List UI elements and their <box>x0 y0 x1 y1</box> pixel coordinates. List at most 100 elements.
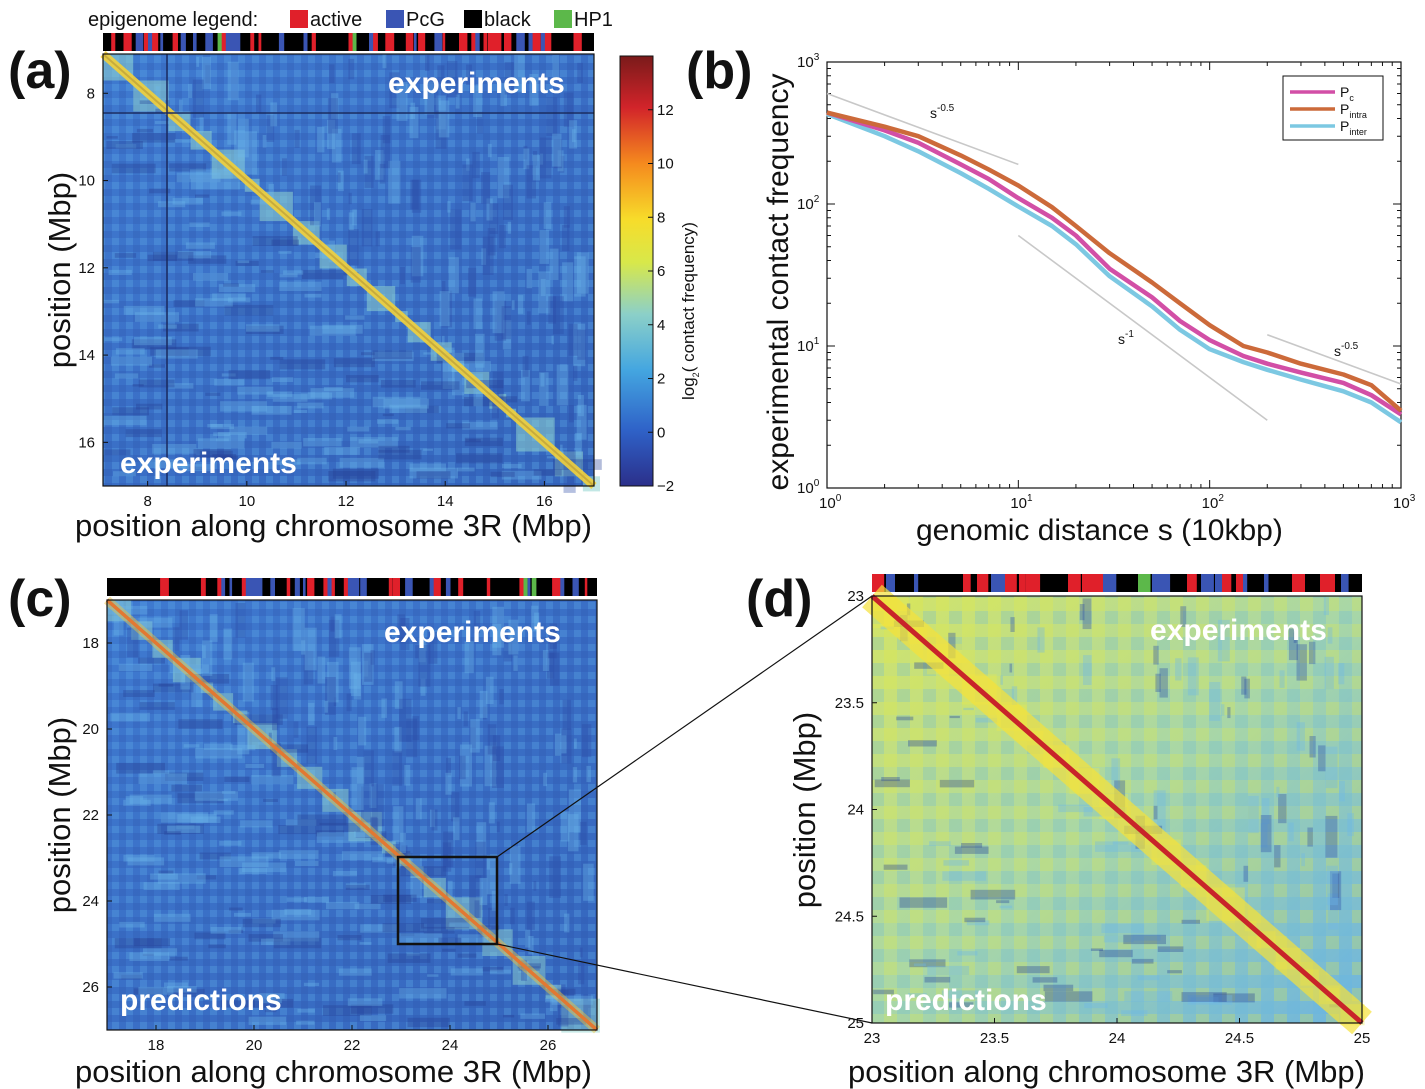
panel-c-heatmap: experiments predictions <box>104 596 600 1034</box>
panel-a-epigenome-strip <box>103 33 594 51</box>
x-tick-label: 10 <box>238 493 255 510</box>
colorbar-tick-label: 4 <box>657 317 665 334</box>
x-tick-label: 16 <box>536 493 553 510</box>
panel-d-strip-segment <box>1292 574 1305 592</box>
panel-d-strip-segment <box>1222 574 1232 592</box>
panel-a-label: (a) <box>8 42 72 100</box>
panel-a-strip-segment <box>544 33 552 51</box>
panel-c-strip-segment <box>343 578 350 596</box>
series-line-inter <box>826 111 1403 425</box>
panel-a-strip-segment <box>123 33 132 51</box>
panel-d-strip-segment <box>1264 574 1269 592</box>
x-tick-label: 24 <box>1109 1030 1126 1047</box>
panel-c-strip-segment <box>331 578 335 596</box>
panel-a-strip-segment <box>311 33 316 51</box>
panel-c: (c) experiments predictions 18 20 22 24 2618… <box>8 570 600 1089</box>
panel-c-diagonal <box>105 598 599 1032</box>
y-tick-label: 16 <box>78 434 95 451</box>
y-tick-label: 22 <box>82 807 99 824</box>
panel-d-strip-segment <box>872 574 884 592</box>
x-tick-label: 25 <box>1354 1030 1371 1047</box>
panel-a-strip-segment <box>532 33 541 51</box>
panel-a-strip-segment <box>152 33 159 51</box>
panel-a-strip-segment <box>495 33 502 51</box>
panel-a-heatmap: experiments experiments <box>100 50 602 493</box>
panel-d-upper-annotation: experiments <box>1150 614 1327 647</box>
panel-a-strip-segment <box>143 33 150 51</box>
panel-d-ylabel: position (Mbp) <box>787 712 822 908</box>
x-tick-label: 103 <box>1393 493 1416 512</box>
panel-a-strip-segment <box>463 33 468 51</box>
x-tick-label: 8 <box>143 493 151 510</box>
panel-c-strip-segment <box>360 578 367 596</box>
legend-swatch-active <box>290 10 308 28</box>
x-tick-label: 23.5 <box>980 1030 1009 1047</box>
panel-c-strip-segment <box>303 578 306 596</box>
legend-swatch-pcg <box>386 10 404 28</box>
panel-d-strip-segment <box>1320 574 1335 592</box>
panel-c-strip-segment <box>254 578 263 596</box>
x-tick-label: 12 <box>338 493 355 510</box>
y-tick-label: 101 <box>797 336 820 355</box>
panel-a-strip-segment <box>217 33 223 51</box>
panel-a-lower-annotation: experiments <box>120 447 297 480</box>
panel-c-strip-segment <box>200 578 206 596</box>
y-tick-label: 14 <box>78 347 95 364</box>
panel-c-strip-segment <box>445 578 451 596</box>
panel-d-strip-segment <box>1068 574 1077 592</box>
panel-a-strip-segment <box>536 33 540 51</box>
panel-c-strip-segment <box>409 578 413 596</box>
colorbar-tick-label: −2 <box>657 478 674 495</box>
y-tick-label: 24 <box>82 893 99 910</box>
panel-c-strip-segment <box>388 578 393 596</box>
panel-d-strip-segment <box>1103 574 1117 592</box>
colorbar-label: log2( contact frequency) <box>679 222 701 400</box>
panel-a-strip-segment <box>250 33 255 51</box>
panel-c-strip-segment <box>249 578 258 596</box>
panel-a-strip-segment <box>193 33 197 51</box>
panel-c-strip-segment <box>429 578 436 596</box>
panel-d-strip-segment <box>886 574 895 592</box>
y-tick-label: 23 <box>847 588 864 605</box>
panel-a-strip-segment <box>516 33 525 51</box>
y-tick-label: 10 <box>78 173 95 190</box>
x-tick-label: 24 <box>442 1037 459 1054</box>
zoom-connector-bottom <box>496 943 873 1024</box>
x-tick-label: 101 <box>1010 493 1033 512</box>
panel-c-strip-segment <box>531 578 537 596</box>
reference-line <box>826 92 1019 166</box>
panel-c-strip-segment <box>241 578 247 596</box>
legend-swatch-hp1 <box>554 10 572 28</box>
panel-d-epigenome-strip <box>872 574 1362 592</box>
panel-a-strip-segment <box>573 33 582 51</box>
panel-a-strip-segment <box>475 33 480 51</box>
y-tick-label: 103 <box>797 52 820 71</box>
legend-swatch-black <box>464 10 482 28</box>
y-tick-label: 20 <box>82 721 99 738</box>
panel-a-strip-segment <box>418 33 426 51</box>
panel-d-strip-segment <box>1236 574 1245 592</box>
colorbar-gradient <box>619 55 654 487</box>
panel-c-strip-segment <box>523 578 528 596</box>
x-tick-label: 20 <box>246 1037 263 1054</box>
panel-c-xlabel: position along chromosome 3R (Mbp) <box>75 1054 592 1089</box>
panel-a-strip-segment <box>414 33 417 51</box>
panel-a-strip-segment <box>148 33 155 51</box>
panel-a-ticks: 8 10 12 14 16 8 10 12 14 16 <box>78 85 552 510</box>
x-tick-label: 102 <box>1202 493 1225 512</box>
panel-d-strip-segment <box>879 574 885 592</box>
panel-a-strip-segment <box>438 33 442 51</box>
panel-d: (d) experiments predictions 23 23.5 24 24.5… <box>746 570 1372 1089</box>
panel-b-xlabel: genomic distance s (10kbp) <box>916 514 1283 547</box>
colorbar-ticks: 12 10 8 6 4 2 0 −2 <box>648 102 674 495</box>
legend-label-hp1: HP1 <box>574 9 613 31</box>
panel-a-xlabel: position along chromosome 3R (Mbp) <box>75 508 592 543</box>
panel-c-epigenome-strip <box>107 578 597 596</box>
y-tick-label: 25 <box>847 1015 864 1032</box>
panel-b-ylabel: experimental contact frequency <box>762 74 795 491</box>
panel-a-strip-segment <box>352 33 357 51</box>
colorbar-tick-label: 8 <box>657 209 665 226</box>
legend-label-active: active <box>310 9 362 31</box>
